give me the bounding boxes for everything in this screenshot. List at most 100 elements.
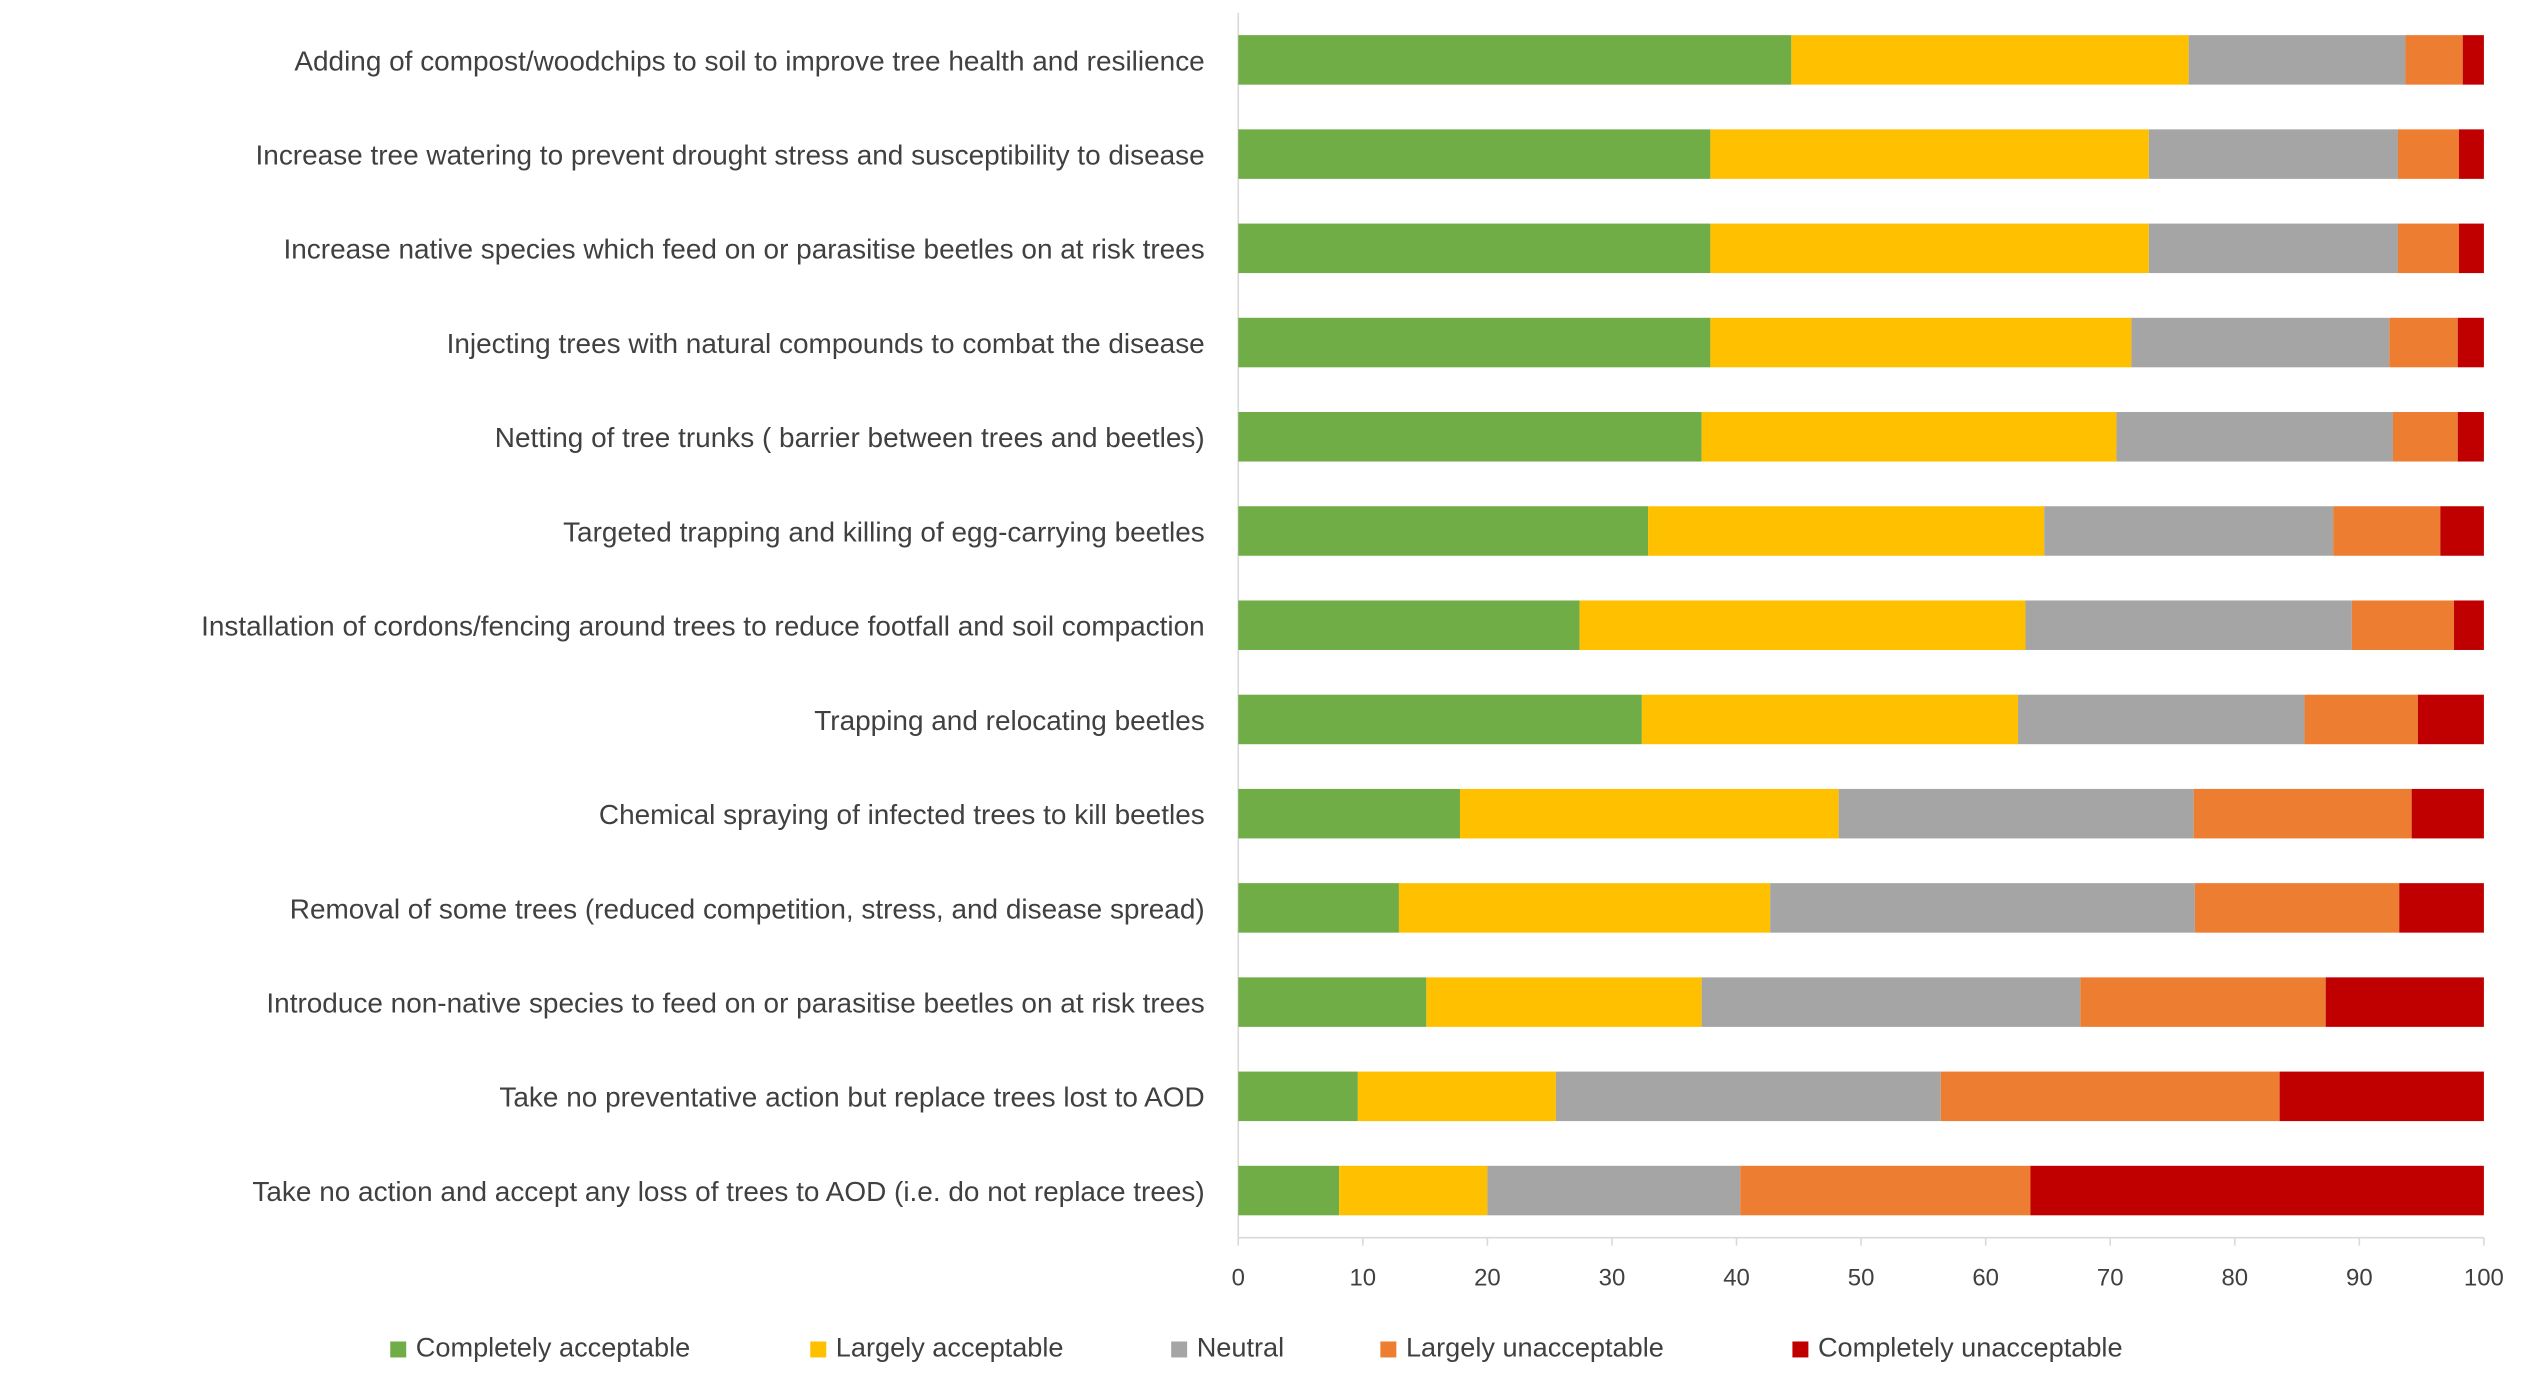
category-label-wrap: Take no preventative action but replace … <box>23 1048 1205 1144</box>
bar-segment <box>2397 129 2459 179</box>
category-label-wrap: Take no action and accept any loss of tr… <box>23 1143 1205 1239</box>
legend-swatch <box>390 1341 407 1358</box>
bar-segment <box>1238 694 1642 745</box>
category-label: Adding of compost/woodchips to soil to i… <box>294 43 1205 76</box>
bar-segment <box>1648 506 2045 556</box>
bar-segment <box>2411 788 2484 839</box>
legend-swatch <box>1171 1341 1188 1358</box>
bar-segment <box>2457 317 2484 368</box>
bar-segment <box>2458 129 2484 179</box>
x-tick-label: 60 <box>1972 1265 1999 1292</box>
bar-segment <box>1339 1165 1488 1216</box>
x-tick-label: 10 <box>1349 1265 1376 1292</box>
category-label-wrap: Increase tree watering to prevent drough… <box>23 106 1205 202</box>
bar-segment <box>2325 977 2484 1027</box>
category-label-box: Increase native species which feed on or… <box>23 200 1205 296</box>
legend-label: Neutral <box>1197 1332 1284 1363</box>
category-label-box: Installation of cordons/fencing around t… <box>23 577 1205 673</box>
bar-segment <box>1838 788 2194 839</box>
category-label-wrap: Chemical spraying of infected trees to k… <box>23 766 1205 862</box>
category-label-wrap: Adding of compost/woodchips to soil to i… <box>23 12 1205 108</box>
bar-segment <box>2392 412 2458 462</box>
category-label: Take no preventative action but replace … <box>499 1080 1205 1113</box>
category-label-wrap: Netting of tree trunks ( barrier between… <box>23 389 1205 485</box>
bar-segment <box>1238 506 1649 556</box>
bar-segment <box>2351 600 2455 650</box>
bar-segment <box>1238 129 1711 179</box>
bar-segment <box>2389 317 2458 368</box>
category-label-wrap: Targeted trapping and killing of egg-car… <box>23 483 1205 579</box>
category-label: Trapping and relocating beetles <box>814 703 1205 736</box>
category-label-box: Take no action and accept any loss of tr… <box>23 1143 1205 1239</box>
bar-segment <box>1710 223 2149 274</box>
category-label: Targeted trapping and killing of egg-car… <box>563 515 1205 547</box>
bar-segment <box>2462 35 2484 85</box>
category-label: Increase native species which feed on or… <box>283 232 1205 265</box>
legend-label: Completely acceptable <box>416 1332 690 1363</box>
bar-segment <box>2454 600 2484 650</box>
bar-segment <box>2405 35 2463 85</box>
category-label-box: Targeted trapping and killing of egg-car… <box>23 483 1205 579</box>
bar-segment <box>1238 883 1399 933</box>
x-tick-label: 80 <box>2221 1265 2248 1292</box>
x-tick-label: 30 <box>1599 1265 1626 1292</box>
category-label-wrap: Trapping and relocating beetles <box>23 672 1205 768</box>
bar-segment <box>2018 694 2305 745</box>
x-tick-label: 40 <box>1723 1265 1750 1292</box>
bar-segment <box>2417 694 2484 745</box>
category-label: Chemical spraying of infected trees to k… <box>598 797 1205 830</box>
bar-segment <box>1398 883 1771 933</box>
category-label-wrap: Installation of cordons/fencing around t… <box>23 577 1205 673</box>
category-label: Injecting trees with natural compounds t… <box>446 326 1205 359</box>
bar-segment <box>1238 35 1792 85</box>
bar-segment <box>1791 35 2189 85</box>
x-tick-label: 100 <box>2464 1265 2504 1292</box>
category-label-box: Netting of tree trunks ( barrier between… <box>23 389 1205 485</box>
category-label-box: Removal of some trees (reduced competiti… <box>289 891 1205 924</box>
bar-segment <box>1238 788 1460 839</box>
category-label-wrap: Introduce non-native species to feed on … <box>23 954 1205 1050</box>
category-label-wrap: Injecting trees with natural compounds t… <box>23 295 1205 391</box>
bar-segment <box>2148 129 2398 179</box>
bar-segment <box>1701 977 2081 1027</box>
bar-segment <box>1487 1165 1741 1216</box>
category-label-box: Injecting trees with natural compounds t… <box>23 295 1205 391</box>
bar-segment <box>2399 883 2484 933</box>
bar-segment <box>1238 1071 1358 1122</box>
category-label-box: Adding of compost/woodchips to soil to i… <box>23 12 1205 108</box>
bar-segment <box>1940 1071 2280 1122</box>
category-label: Netting of tree trunks ( barrier between… <box>494 420 1205 453</box>
bar-segment <box>2080 977 2326 1027</box>
bar-segment <box>2188 35 2406 85</box>
legend-swatch <box>1380 1341 1397 1358</box>
bar-segment <box>1238 600 1580 650</box>
category-label-wrap: Increase native species which feed on or… <box>23 200 1205 296</box>
bar-segment <box>2116 412 2393 462</box>
x-tick-label: 50 <box>1848 1265 1875 1292</box>
legend-swatch <box>810 1341 827 1358</box>
category-label-box: Trapping and relocating beetles <box>23 672 1205 768</box>
bar-segment <box>1357 1071 1556 1122</box>
bar-segment <box>2025 600 2352 650</box>
category-label: Take no action and accept any loss of tr… <box>252 1174 1205 1207</box>
bar-segment <box>1426 977 1702 1027</box>
x-tick-label: 70 <box>2097 1265 2124 1292</box>
bar-segment <box>1459 788 1839 839</box>
legend-swatch <box>1792 1341 1809 1358</box>
bar-segment <box>1238 412 1702 462</box>
bar-segment <box>1641 694 2019 745</box>
bar-segment <box>2304 694 2418 745</box>
category-label: Introduce non-native species to feed on … <box>266 986 1205 1019</box>
bar-segment <box>1770 883 2195 933</box>
bar-segment <box>1701 412 2117 462</box>
bar-segment <box>1238 317 1711 368</box>
bar-segment <box>2333 506 2441 556</box>
x-tick-label: 0 <box>1232 1265 1245 1292</box>
bar-segment <box>2279 1071 2484 1122</box>
category-label-box: Take no preventative action but replace … <box>23 1048 1205 1144</box>
bar-segment <box>2397 223 2459 274</box>
category-label: Removal of some trees (reduced competiti… <box>289 891 1205 924</box>
bar-segment <box>2194 883 2400 933</box>
legend-label: Completely unacceptable <box>1818 1332 2123 1363</box>
